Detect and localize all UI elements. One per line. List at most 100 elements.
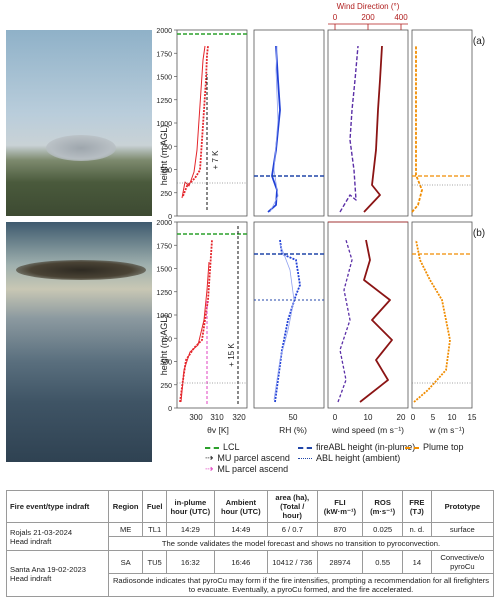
- sounding-profiles-figure: height (m AGL) height (m AGL) Wind Direc…: [156, 2, 485, 435]
- fire-abl-swatch: [298, 446, 312, 449]
- rh-tick: 50: [289, 413, 298, 422]
- table-cell: Convective/o pyroCu: [430, 550, 495, 574]
- y-axis-label-b: height (m AGL): [159, 315, 169, 376]
- ws-tick: 20: [397, 413, 406, 422]
- table-cell: TU5: [142, 550, 167, 574]
- col-header: Fuel: [142, 490, 167, 523]
- w-tick: 15: [468, 413, 477, 422]
- col-header: FLI (kW·m⁻¹): [316, 490, 364, 523]
- y-tick-label: 1500: [156, 75, 172, 82]
- y-tick-label: 1250: [156, 98, 172, 105]
- legend-abl: ABL height (ambient): [298, 453, 400, 463]
- col-header: area (ha), (Total / hour): [266, 490, 318, 523]
- y-tick-label: 1000: [156, 313, 172, 320]
- legend-mu-parcel: ⇢ MU parcel ascend: [205, 453, 290, 464]
- event-cell: Santa Ana 19-02-2023 Head indraft: [6, 550, 109, 597]
- photo-santa-ana-pyrocu: [6, 222, 152, 462]
- y-tick-label: 1500: [156, 267, 172, 274]
- col-header: Fire event/type indraft: [6, 490, 109, 523]
- plot-frame: [176, 221, 248, 409]
- table-cell: ME: [107, 522, 144, 537]
- theta-profile-ambient-b: [180, 261, 210, 403]
- legend-lcl: LCL: [205, 442, 240, 452]
- ws-tick: 0: [333, 413, 338, 422]
- y-tick-label: 1750: [156, 51, 172, 58]
- table-row: Santa Ana 19-02-2023 Head indraft SA TU5 …: [6, 550, 495, 597]
- wind-speed-profile-a: [363, 45, 383, 213]
- abl-swatch: [298, 458, 312, 460]
- plume-top-swatch: [405, 446, 419, 449]
- x-label-theta: θv [K]: [207, 425, 229, 435]
- event-cell: Rojals 21-03-2024 Head indraft: [6, 522, 109, 551]
- rh-profile-ambient-b: [273, 243, 295, 401]
- w-tick: 5: [431, 413, 436, 422]
- y-tick-label: 1750: [156, 243, 172, 250]
- theta-tick: 320: [232, 413, 246, 422]
- note-cell: The sonde validates the model forecast a…: [108, 536, 494, 551]
- theta-profile-ambient-a: [181, 45, 206, 199]
- smoke-plume: [46, 135, 116, 161]
- table-cell: 0.55: [362, 550, 404, 574]
- table-cell: SA: [107, 550, 144, 574]
- arrow-right-icon: ⇢: [205, 453, 214, 464]
- y-tick-label: 0: [168, 214, 172, 221]
- table-header-row: Fire event/type indraft Region Fuel in-p…: [6, 490, 495, 523]
- table-cell: 16:46: [213, 550, 268, 574]
- fire-events-table: Fire event/type indraft Region Fuel in-p…: [6, 490, 495, 597]
- wind-dir-tick: 0: [333, 13, 338, 22]
- wind-dir-profile-a: [339, 45, 359, 213]
- warming-annotation-a: + 7 K: [211, 150, 220, 170]
- table-cell: 28974: [316, 550, 364, 574]
- wind-speed-profile-b: [359, 239, 393, 403]
- panel-label-b: (b): [473, 228, 485, 239]
- panel-label-a: (a): [473, 36, 485, 47]
- x-label-rh: RH (%): [279, 425, 307, 435]
- wind-direction-title: Wind Direction (°): [337, 2, 400, 11]
- x-label-wind-speed: wind speed (m s⁻¹): [331, 425, 404, 435]
- col-header: Prototype: [430, 490, 495, 523]
- col-header: Ambient hour (UTC): [213, 490, 268, 523]
- legend-plume-top: Plume top: [405, 442, 464, 452]
- col-header: ROS (m·s⁻¹): [362, 490, 404, 523]
- plot-frame: [253, 221, 325, 409]
- arrow-right-icon: ⇢: [205, 464, 214, 475]
- y-tick-label: 0: [168, 406, 172, 413]
- theta-profile-plume-a: [182, 45, 209, 197]
- table-cell: 16:32: [165, 550, 215, 574]
- w-profile-a: [411, 46, 423, 213]
- y-tick-label: 2000: [156, 220, 172, 227]
- table-cell: 14:29: [165, 522, 215, 537]
- x-label-w: w (m s⁻¹): [428, 425, 464, 435]
- plot-frame: [411, 29, 473, 217]
- y-axis-label-a: height (m AGL): [159, 125, 169, 186]
- y-tick-label: 1250: [156, 290, 172, 297]
- y-tick-label: 500: [160, 168, 172, 175]
- rh-profile-a: [267, 45, 281, 213]
- rh-profile-b: [274, 239, 301, 403]
- plot-frame: [253, 29, 325, 217]
- y-tick-label: 250: [160, 191, 172, 198]
- pyrocu-cloud: [16, 260, 146, 280]
- wind-dir-tick: 200: [361, 13, 375, 22]
- wind-dir-profile-b: [337, 239, 353, 403]
- w-profile-b: [413, 239, 451, 403]
- table-cell: 870: [316, 522, 364, 537]
- plot-frame: [176, 29, 248, 217]
- theta-tick: 310: [210, 413, 224, 422]
- photo-rojals-fire: [6, 30, 152, 216]
- rh-profile-ambient-a: [269, 45, 279, 213]
- theta-tick: 300: [189, 413, 203, 422]
- table-cell: 14: [402, 550, 432, 574]
- y-tick-label: 500: [160, 360, 172, 367]
- w-tick: 10: [448, 413, 457, 422]
- y-tick-label: 750: [160, 336, 172, 343]
- ws-tick: 10: [364, 413, 373, 422]
- col-header: FRE (TJ): [402, 490, 432, 523]
- w-tick: 0: [411, 413, 416, 422]
- table-cell: 14:49: [213, 522, 268, 537]
- table-cell: TL1: [142, 522, 167, 537]
- plot-frame: [411, 221, 473, 409]
- table-cell: 6 / 0.7: [266, 522, 318, 537]
- col-header: Region: [107, 490, 144, 523]
- table-cell: surface: [430, 522, 495, 537]
